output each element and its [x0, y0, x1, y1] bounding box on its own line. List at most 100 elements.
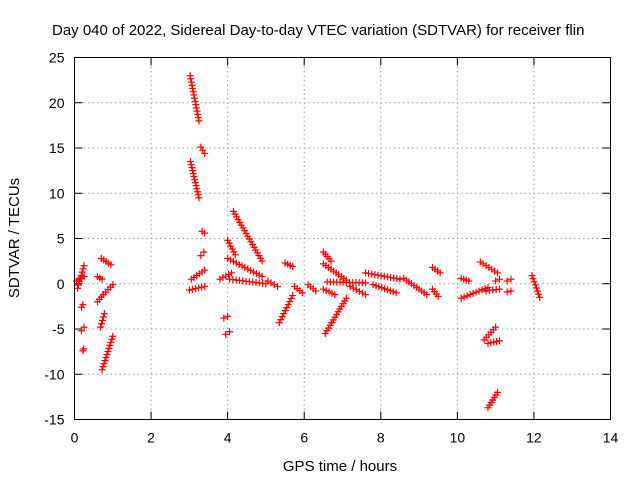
data-point	[284, 301, 292, 309]
data-point	[327, 257, 335, 265]
data-point	[194, 188, 202, 196]
data-point	[191, 176, 199, 184]
data-point	[100, 360, 108, 368]
data-point	[197, 252, 205, 260]
data-point	[99, 363, 107, 371]
data-point	[423, 291, 431, 299]
data-point	[74, 281, 82, 289]
data-point	[194, 114, 202, 122]
data-point	[80, 345, 88, 353]
data-point	[226, 328, 234, 336]
data-point	[101, 357, 109, 365]
data-point	[530, 278, 538, 286]
data-point	[195, 284, 203, 292]
data-point	[190, 91, 198, 99]
data-point	[77, 327, 85, 335]
data-point	[192, 101, 200, 109]
x-tick-labels: 0 2 4 6 8 10 12 14	[71, 430, 619, 446]
data-point	[201, 266, 209, 274]
data-point	[270, 281, 278, 289]
data-point	[220, 314, 228, 322]
data-point	[109, 281, 117, 289]
data-point	[98, 316, 106, 324]
x-tick-label: 4	[224, 430, 232, 446]
data-point	[503, 277, 511, 285]
data-point	[275, 319, 283, 327]
data-point	[195, 117, 203, 125]
data-point	[189, 85, 197, 93]
data-point	[532, 284, 540, 292]
data-point	[331, 291, 339, 299]
data-point	[494, 269, 502, 277]
data-point	[286, 298, 294, 306]
data-point	[188, 164, 196, 172]
data-point	[472, 288, 480, 296]
x-tick-label: 2	[147, 430, 155, 446]
data-point	[298, 289, 306, 297]
data-point	[75, 278, 83, 286]
data-point	[346, 282, 354, 290]
data-point	[108, 335, 116, 343]
data-point	[507, 275, 515, 283]
data-point	[358, 289, 366, 297]
data-point	[77, 271, 85, 279]
data-point	[187, 161, 195, 169]
data-point	[231, 251, 239, 259]
data-point	[280, 310, 288, 318]
data-point	[273, 282, 281, 290]
data-point	[355, 287, 363, 295]
data-point	[187, 75, 195, 83]
data-point	[267, 279, 275, 287]
data-points	[72, 72, 544, 412]
data-point	[289, 292, 297, 300]
data-point	[457, 294, 465, 302]
data-point	[507, 287, 515, 295]
data-point	[503, 288, 511, 296]
y-tick-label: 5	[57, 231, 65, 247]
y-tick-label: -5	[52, 321, 65, 337]
x-tick-label: 8	[377, 430, 385, 446]
data-point	[227, 269, 235, 277]
y-tick-label: -15	[44, 412, 64, 428]
data-point	[478, 286, 486, 294]
data-point	[258, 273, 266, 281]
data-point	[201, 282, 209, 290]
data-point	[287, 295, 295, 303]
data-point	[78, 268, 86, 276]
x-tick-label: 12	[526, 430, 542, 446]
data-point	[189, 167, 197, 175]
data-point	[495, 275, 503, 283]
x-tick-label: 14	[603, 430, 619, 446]
y-tick-label: 0	[57, 276, 65, 292]
data-point	[484, 283, 492, 291]
data-point	[258, 257, 266, 265]
x-tick-label: 0	[71, 430, 79, 446]
data-point	[192, 182, 200, 190]
data-point	[98, 366, 106, 374]
data-point	[278, 313, 286, 321]
data-point	[342, 294, 350, 302]
data-point	[535, 290, 543, 298]
y-tick-label: 10	[49, 185, 65, 201]
data-point	[190, 173, 198, 181]
data-point	[361, 279, 369, 287]
data-point	[361, 291, 369, 299]
data-point	[495, 285, 503, 293]
data-point	[434, 292, 442, 300]
data-point	[194, 191, 202, 199]
data-point	[189, 170, 197, 178]
data-point	[107, 338, 115, 346]
data-point	[201, 229, 209, 237]
data-point	[97, 323, 105, 331]
data-point	[109, 332, 117, 340]
data-point	[533, 287, 541, 295]
data-point	[396, 275, 404, 283]
data-point	[191, 94, 199, 102]
data-point	[392, 289, 400, 297]
data-point	[186, 72, 194, 80]
x-tick-label: 6	[300, 430, 308, 446]
data-point	[76, 275, 84, 283]
data-point	[463, 292, 471, 300]
data-point	[191, 179, 199, 187]
